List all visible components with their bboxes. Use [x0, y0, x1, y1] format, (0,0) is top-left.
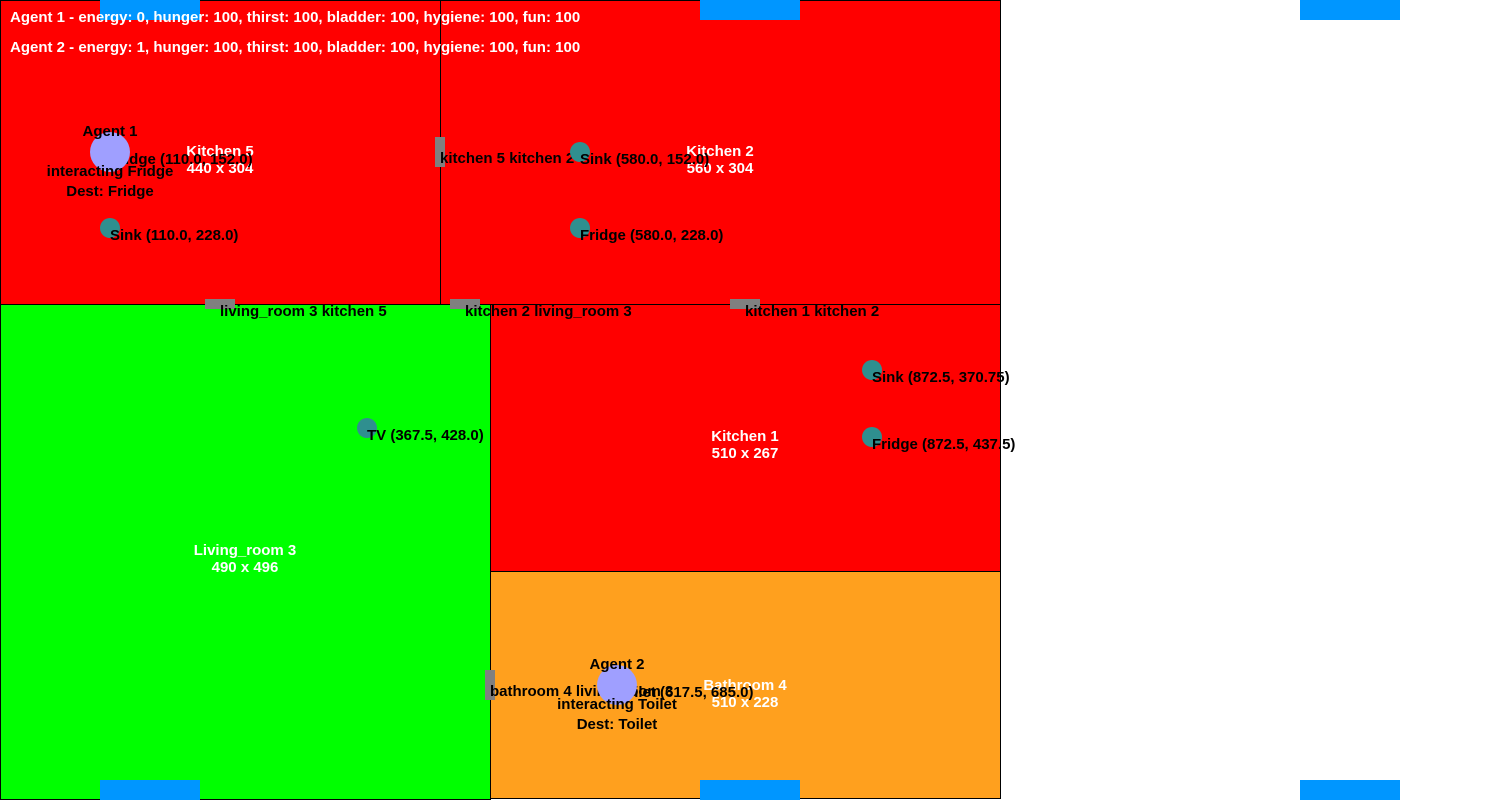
room-size: 510 x 267 — [711, 445, 779, 462]
room-kitchen-1 — [490, 304, 1001, 572]
room-name: Living_room 3 — [193, 542, 297, 559]
room-name: Bathroom 4 — [703, 677, 787, 694]
sink-icon[interactable] — [570, 142, 590, 162]
room-kitchen-5 — [0, 0, 441, 305]
edge-marker — [700, 0, 800, 20]
agent-2-avatar[interactable] — [597, 665, 637, 705]
door-kitchen5-kitchen2[interactable] — [435, 137, 445, 167]
room-size: 440 x 304 — [186, 160, 254, 177]
sink-icon[interactable] — [100, 218, 120, 238]
room-bathroom-4 — [490, 571, 1001, 799]
room-label-kitchen-2: Kitchen 2 560 x 304 — [686, 143, 754, 177]
agent-2-state: interacting Toilet — [557, 696, 677, 713]
edge-marker — [100, 0, 200, 20]
door-kitchen2-livingroom3[interactable] — [450, 299, 480, 309]
edge-marker — [1300, 780, 1400, 800]
door-bathroom4-livingroom3[interactable] — [485, 670, 495, 700]
edge-marker — [700, 780, 800, 800]
object-label: Sink (872.5, 370.75) — [872, 369, 1010, 386]
agent-1-avatar[interactable] — [90, 132, 130, 172]
room-size: 510 x 228 — [711, 694, 779, 711]
room-size: 490 x 496 — [211, 559, 279, 576]
object-label: TV (367.5, 428.0) — [367, 427, 484, 444]
edge-marker — [100, 780, 200, 800]
agent-2-status: Agent 2 - energy: 1, hunger: 100, thirst… — [10, 39, 581, 56]
door-label: living_room 3 kitchen 5 — [220, 303, 387, 320]
object-label: Sink (110.0, 228.0) — [110, 227, 239, 244]
room-name: Kitchen 2 — [686, 143, 754, 160]
object-label: Fridge (872.5, 437.5) — [872, 436, 1016, 453]
sink-icon[interactable] — [862, 360, 882, 380]
agent-1-name: Agent 1 — [82, 123, 138, 140]
fridge-icon[interactable] — [570, 218, 590, 238]
door-livingroom3-kitchen5[interactable] — [205, 299, 235, 309]
room-name: Kitchen 1 — [711, 428, 779, 445]
door-label: kitchen 1 kitchen 2 — [745, 303, 880, 320]
agent-2-name: Agent 2 — [589, 656, 645, 673]
agent-1-state: interacting Fridge — [46, 163, 174, 180]
room-label-kitchen-5: Kitchen 5 440 x 304 — [186, 143, 254, 177]
object-label: Toilet (617.5, 685.0) — [617, 684, 754, 701]
edge-marker — [1300, 0, 1400, 20]
door-label: kitchen 5 kitchen 2 — [440, 150, 575, 167]
room-kitchen-2 — [440, 0, 1001, 305]
room-label-bathroom-4: Bathroom 4 510 x 228 — [703, 677, 786, 711]
agent-1-destination: Dest: Fridge — [66, 183, 154, 200]
room-size: 560 x 304 — [686, 160, 754, 177]
object-label: Fridge (110.0, 152.0) — [110, 151, 253, 168]
object-label: Fridge (580.0, 228.0) — [580, 227, 724, 244]
agent-2-destination: Dest: Toilet — [576, 716, 658, 733]
room-label-living-room-3: Living_room 3 490 x 496 — [194, 542, 297, 576]
door-label: kitchen 2 living_room 3 — [465, 303, 632, 320]
door-kitchen1-kitchen2[interactable] — [730, 299, 760, 309]
object-label: Sink (580.0, 152.0) — [580, 151, 710, 168]
agent-1-status: Agent 1 - energy: 0, hunger: 100, thirst… — [10, 9, 581, 26]
fridge-icon[interactable] — [862, 427, 882, 447]
room-label-kitchen-1: Kitchen 1 510 x 267 — [711, 428, 779, 462]
room-name: Kitchen 5 — [186, 143, 254, 160]
tv-icon[interactable] — [357, 418, 377, 438]
